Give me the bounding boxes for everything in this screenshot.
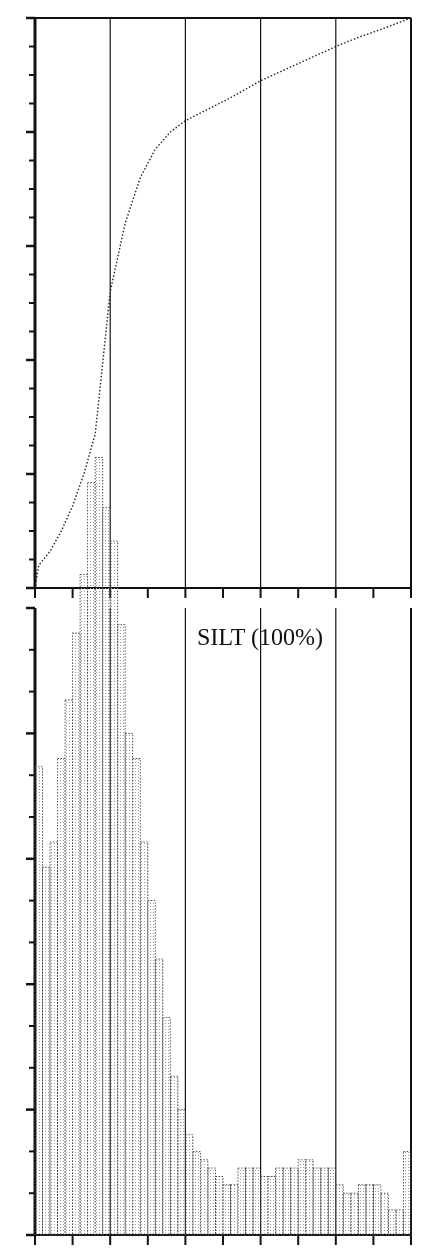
histogram-bar	[184, 1134, 194, 1236]
histogram-bar	[102, 507, 111, 1236]
histogram-bar	[49, 841, 58, 1236]
histogram-bar	[109, 540, 119, 1236]
histogram-bar	[357, 1184, 367, 1236]
histogram-bar	[147, 900, 156, 1236]
histogram-bar	[327, 1167, 337, 1236]
histogram-bar	[215, 1176, 224, 1236]
histogram-bar	[192, 1150, 201, 1236]
histogram-bar	[124, 732, 134, 1236]
histogram-bar	[335, 1184, 344, 1236]
histogram-bar	[222, 1184, 231, 1236]
histogram-bar	[245, 1167, 254, 1236]
histogram-bar	[252, 1167, 262, 1236]
histogram-bar	[162, 1017, 171, 1236]
histogram-bar	[64, 699, 74, 1236]
histogram-bar	[312, 1167, 322, 1236]
histogram-bar	[132, 758, 141, 1236]
histogram-bar	[207, 1167, 216, 1236]
histogram-bar	[380, 1192, 389, 1236]
histogram-bar	[305, 1159, 314, 1236]
histogram-bar	[403, 1150, 412, 1236]
histogram-bar	[177, 1109, 186, 1236]
histogram-bar	[387, 1209, 397, 1236]
histogram-bar	[237, 1167, 246, 1236]
histogram-bar	[372, 1184, 382, 1236]
histogram-bar	[395, 1209, 404, 1236]
histogram-bar	[139, 841, 149, 1236]
histogram-bar	[320, 1167, 329, 1236]
cumulative-curve-chart	[26, 16, 412, 598]
histogram-bar	[154, 958, 164, 1236]
histogram-bar	[94, 457, 104, 1236]
histogram-bar	[282, 1167, 292, 1236]
histogram-bar	[260, 1176, 269, 1236]
histogram-bar	[117, 624, 126, 1236]
histogram-bar	[230, 1184, 239, 1236]
histogram-bar	[290, 1167, 299, 1236]
silt-annotation: SILT (100%)	[197, 625, 323, 651]
histogram-bar	[365, 1184, 374, 1236]
histogram-bar	[297, 1159, 307, 1236]
histogram-bar	[342, 1192, 352, 1236]
histogram-bar	[42, 866, 51, 1236]
histogram-bar	[350, 1192, 359, 1236]
histogram-bar	[169, 1075, 179, 1236]
histogram-bar	[199, 1159, 209, 1236]
histogram-bar	[72, 632, 81, 1236]
histogram-bar	[87, 482, 96, 1236]
histogram-bar	[79, 574, 89, 1236]
histogram-bar	[34, 766, 43, 1236]
histogram-bar	[57, 758, 66, 1236]
histogram-bar	[267, 1176, 277, 1236]
histogram-chart	[26, 457, 412, 1245]
histogram-bar	[275, 1167, 284, 1236]
